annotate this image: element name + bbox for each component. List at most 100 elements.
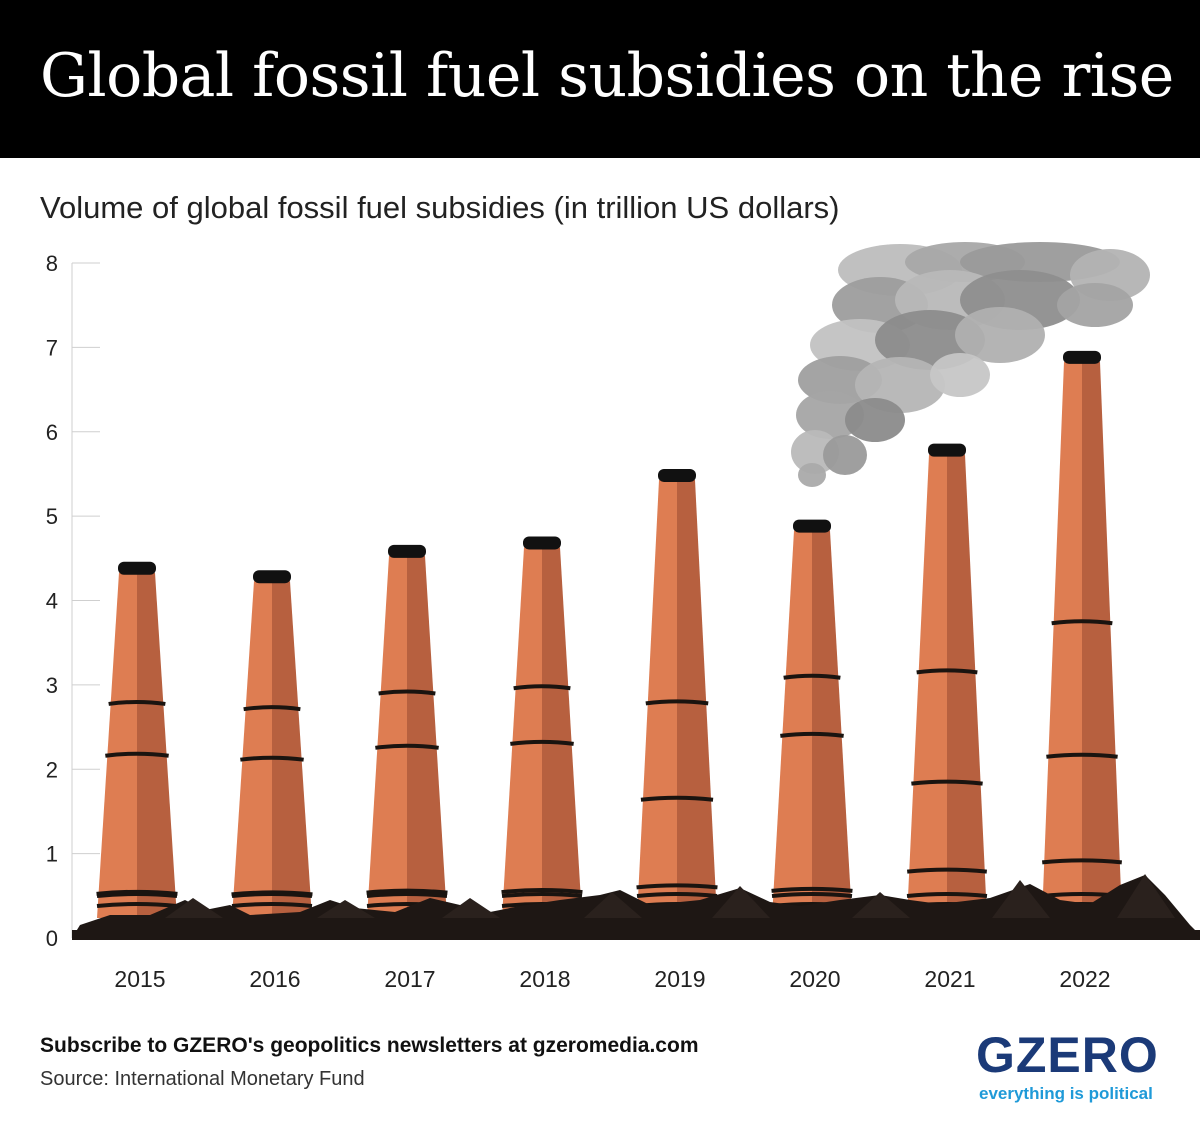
chimney-band — [96, 889, 178, 896]
y-tick-label: 5 — [46, 504, 58, 529]
y-tick-label: 4 — [46, 589, 58, 614]
rubble-peak — [584, 892, 642, 918]
chimney-body-dark — [1082, 361, 1122, 918]
smoke-cloud — [791, 242, 1150, 487]
chimney-bar — [501, 536, 583, 918]
rubble-peak — [317, 900, 375, 918]
chimney-band — [645, 699, 709, 706]
chimney-bar — [366, 544, 448, 918]
chimney-band — [375, 743, 439, 750]
chimney-band — [366, 888, 448, 895]
chimney-band — [108, 699, 166, 706]
smoke-puff — [955, 307, 1045, 363]
y-tick-label: 7 — [46, 335, 58, 360]
chimney-body-light — [367, 555, 407, 918]
rubble-peak — [992, 880, 1050, 918]
source-note: Source: International Monetary Fund — [40, 1068, 365, 1090]
chimney-bar — [636, 468, 718, 918]
chimney-band — [911, 779, 983, 786]
chimney-base-band — [906, 892, 988, 898]
chimney-band — [640, 795, 714, 802]
chimney-body-light — [232, 581, 272, 918]
newsletter-cta: Subscribe to GZERO's geopolitics newslet… — [40, 1034, 699, 1057]
chimney-cap — [793, 519, 831, 533]
y-tick-label: 3 — [46, 673, 58, 698]
chimney-band — [1042, 858, 1122, 865]
x-tick-label: 2020 — [789, 966, 840, 992]
chimney-bar — [906, 443, 988, 918]
chimney-base-band — [366, 892, 448, 898]
chimney-band — [916, 668, 978, 675]
x-tick-label: 2015 — [114, 966, 165, 992]
chimney-band — [510, 739, 574, 746]
chimney-body-dark — [272, 581, 312, 918]
chimney-body-light — [772, 530, 812, 918]
chimney-cap — [928, 443, 966, 457]
chimney-band — [907, 867, 987, 874]
chimney-cap — [658, 468, 696, 482]
smoke-puff — [1057, 283, 1133, 327]
rubble-peak — [165, 898, 223, 918]
chimney-base-band — [96, 902, 178, 908]
logo-tagline: everything is political — [979, 1084, 1153, 1103]
chimney-cap — [118, 561, 156, 575]
rubble-peak — [852, 892, 910, 918]
chimney-body-dark — [812, 530, 852, 918]
chimney-cap — [1063, 350, 1101, 364]
x-tick-label: 2021 — [924, 966, 975, 992]
chimney-band — [501, 888, 583, 895]
rubble-peak — [712, 886, 770, 918]
chimney-base-band — [771, 892, 853, 898]
chimney-body-light — [637, 479, 677, 918]
chimney-body-dark — [542, 547, 582, 918]
rubble-silhouette — [72, 875, 1200, 940]
smoke-puff — [823, 435, 867, 475]
rubble-ground — [72, 874, 1200, 940]
chimney-bars: 2015 2016 2017 2018 2019 2020 2021 2022 — [96, 350, 1123, 992]
smoke-puff — [930, 353, 990, 397]
chimney-cap — [388, 544, 426, 558]
chimney-base-band — [636, 892, 718, 898]
chimney-body-dark — [407, 555, 447, 918]
chimney-base-band — [501, 892, 583, 898]
chimney-bar — [231, 570, 313, 918]
gzero-logo: GZERO everything is political — [976, 1030, 1166, 1110]
rubble-strip — [72, 930, 1200, 940]
smoke-puff — [845, 398, 905, 442]
x-tick-label: 2022 — [1059, 966, 1110, 992]
chimney-body-dark — [137, 572, 177, 918]
chimney-base-band — [96, 892, 178, 898]
chimney-band — [513, 684, 571, 691]
chart-subtitle: Volume of global fossil fuel subsidies (… — [40, 190, 840, 225]
x-tick-label: 2018 — [519, 966, 570, 992]
chimney-band — [783, 673, 841, 680]
y-tick-label: 2 — [46, 757, 58, 782]
chimney-band — [1051, 619, 1113, 626]
y-tick-label: 0 — [46, 926, 58, 951]
y-axis: 0 1 2 3 4 5 6 7 8 — [46, 251, 100, 951]
logo-wordmark: GZERO — [976, 1027, 1159, 1083]
chimney-band — [105, 751, 169, 758]
chimney-cap — [523, 536, 561, 550]
chimney-band — [1046, 752, 1118, 759]
chimney-band — [636, 883, 718, 890]
y-tick-label: 1 — [46, 842, 58, 867]
title-bar: Global fossil fuel subsidies on the rise — [0, 0, 1200, 158]
chimney-body-dark — [947, 454, 987, 918]
chimney-body-dark — [677, 479, 717, 918]
chimney-band — [780, 731, 844, 738]
chimney-band — [378, 689, 436, 696]
smoke-puff — [798, 463, 826, 487]
chimney-body-light — [907, 454, 947, 918]
chimney-body-light — [97, 572, 137, 918]
x-tick-label: 2017 — [384, 966, 435, 992]
chimney-bar — [96, 561, 178, 918]
chimney-band — [771, 886, 853, 893]
rubble-peak — [1117, 874, 1175, 918]
chimney-bar — [771, 519, 853, 918]
chimney-cap — [253, 570, 291, 584]
y-tick-label: 8 — [46, 251, 58, 276]
x-tick-label: 2019 — [654, 966, 705, 992]
rubble-peak — [442, 898, 500, 918]
